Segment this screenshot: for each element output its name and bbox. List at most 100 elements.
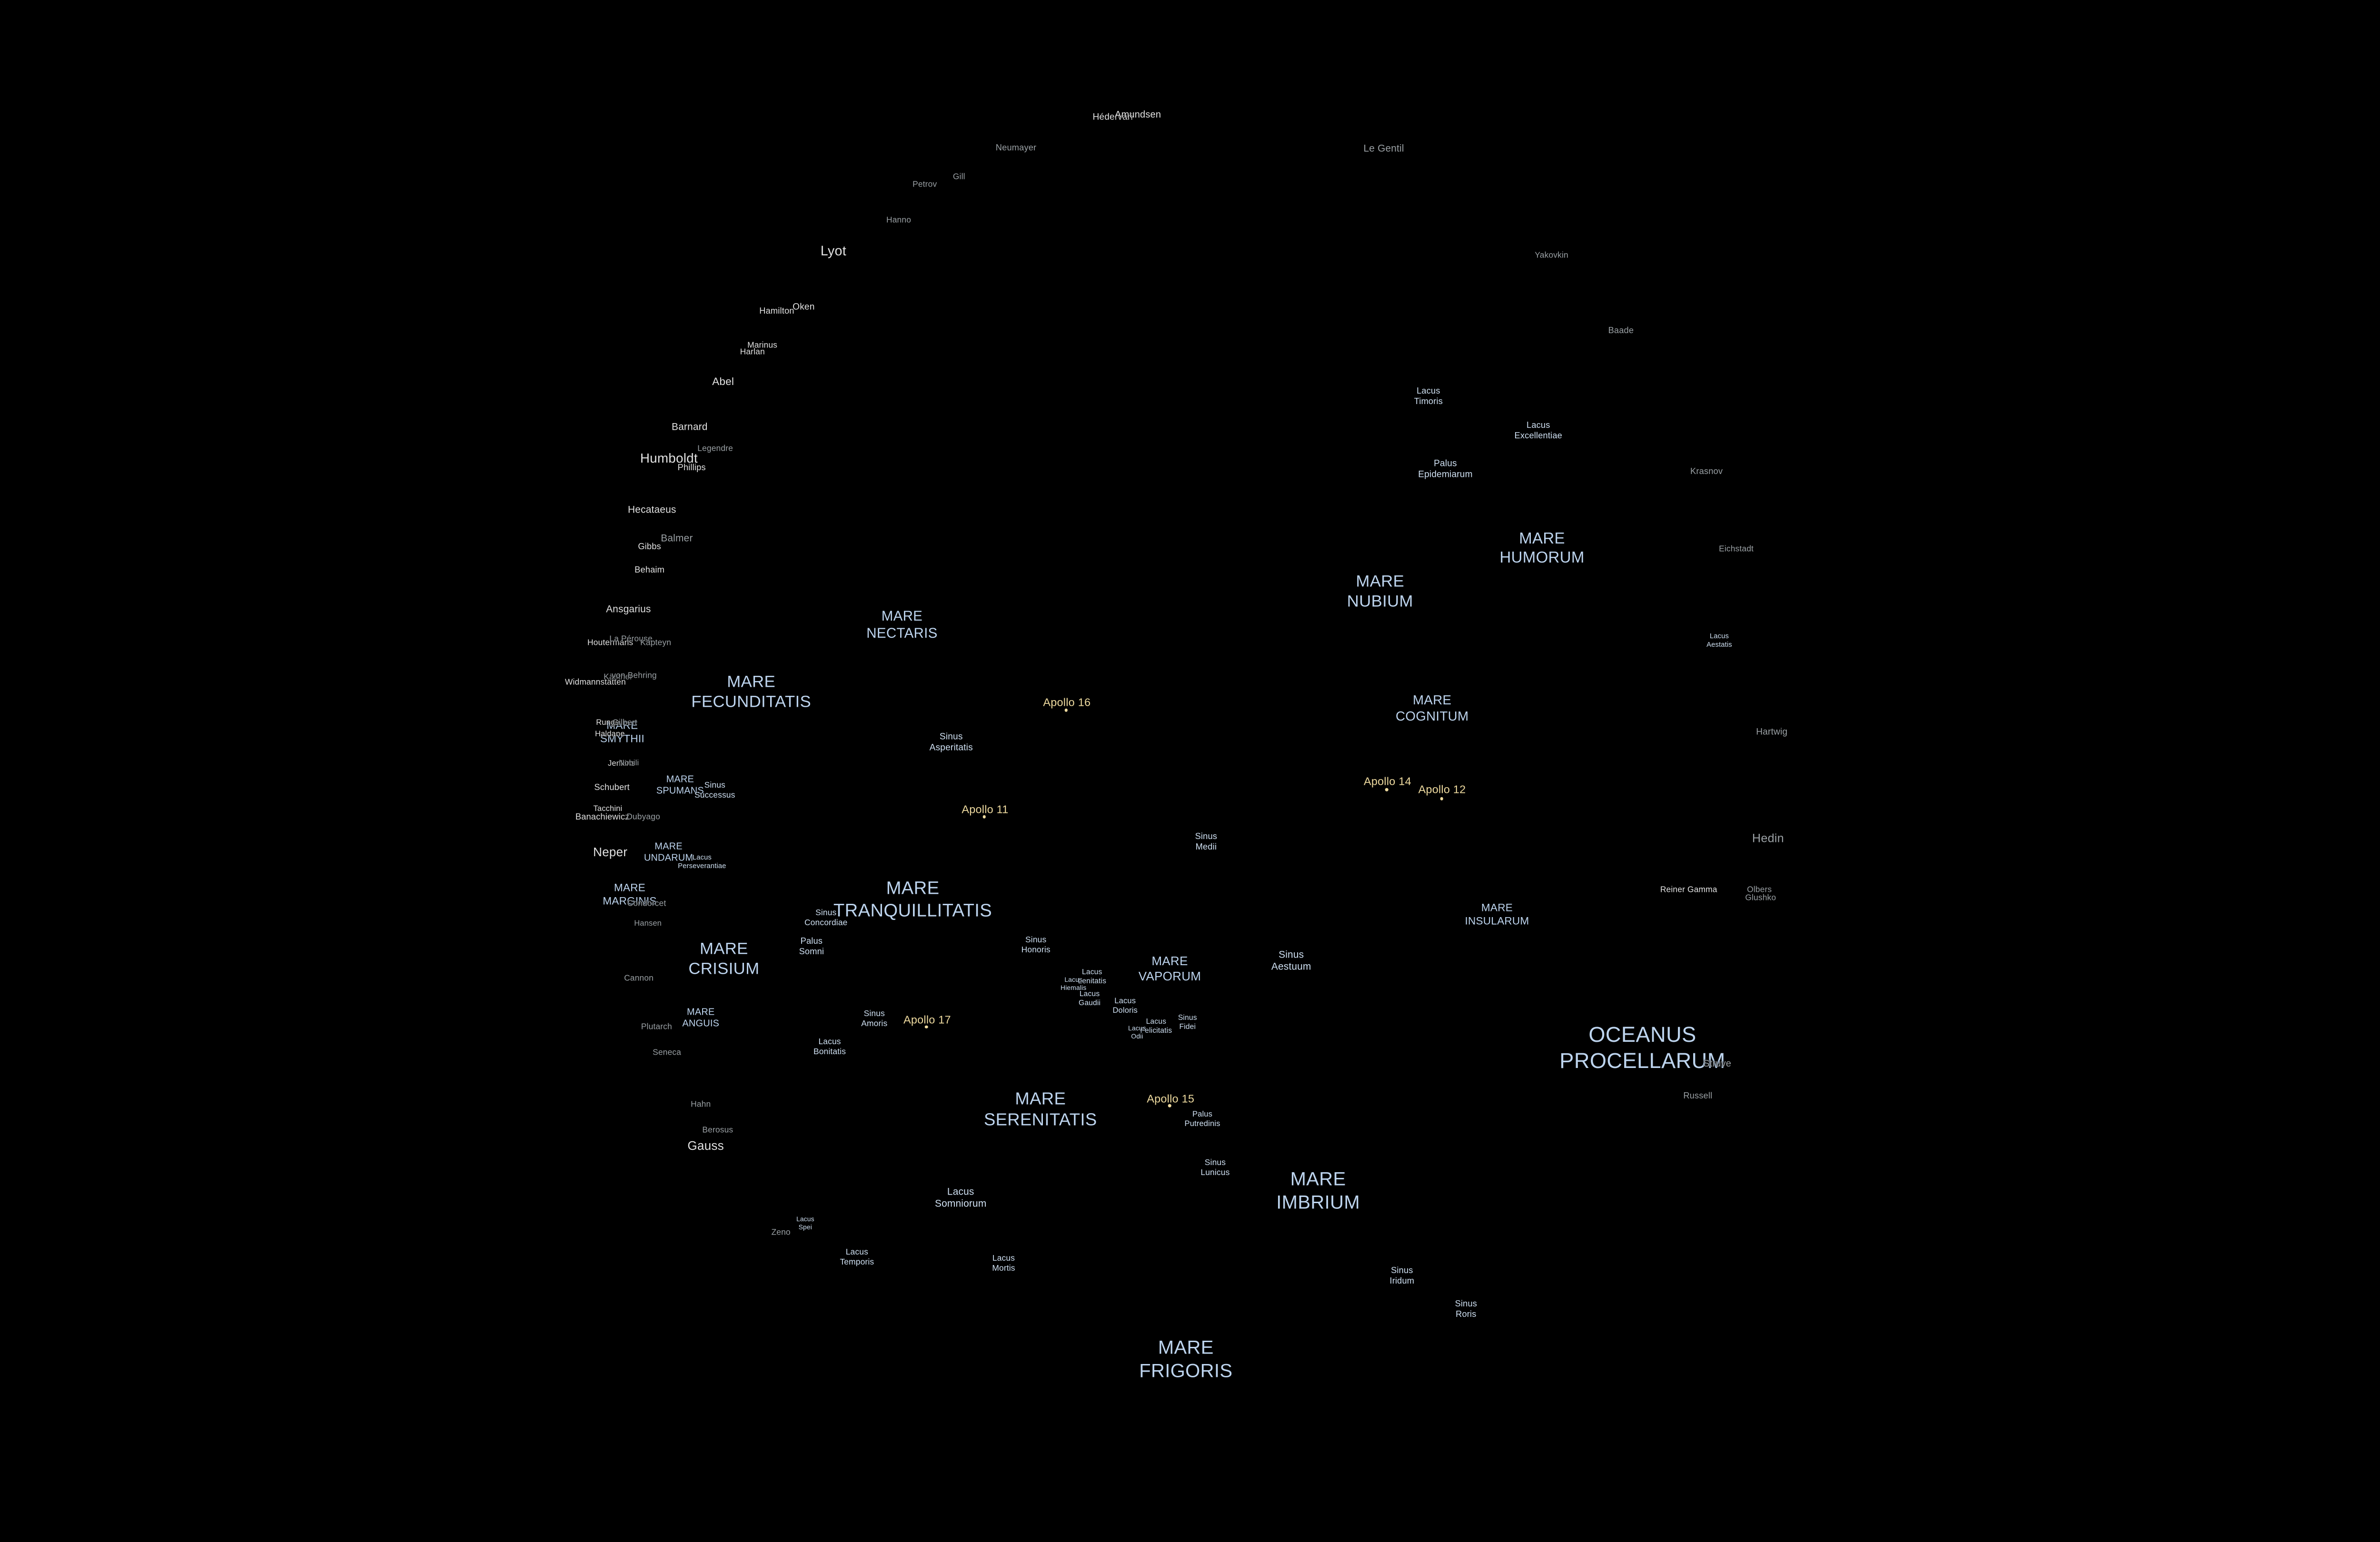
minor-feature-label: Lacus Perseverantiae <box>678 854 726 870</box>
mare-label: MARE ANGUIS <box>682 1007 720 1029</box>
minor-feature-label: Palus Putredinis <box>1184 1109 1220 1128</box>
crater-label: Hecataeus <box>628 504 676 515</box>
crater-label: Struve <box>1703 1058 1732 1069</box>
mare-label: MARE SPUMANS <box>656 774 704 796</box>
minor-feature-label: Sinus Asperitatis <box>929 731 973 753</box>
minor-feature-label: Lacus Lenitatis <box>1078 968 1107 985</box>
crater-label: Harlan <box>740 346 765 356</box>
crater-label: Marinus <box>747 340 778 350</box>
crater-label: Gibbs <box>638 541 661 551</box>
crater-label: Zeno <box>771 1227 791 1237</box>
crater-label: Baade <box>1608 325 1634 335</box>
crater-label: Seneca <box>653 1047 681 1057</box>
minor-feature-label: Lacus Mortis <box>992 1253 1015 1273</box>
crater-label: La Pérouse <box>609 633 653 643</box>
crater-label: Krasnov <box>1690 465 1723 476</box>
crater-label: Plutarch <box>641 1021 672 1031</box>
crater-label: Balmer <box>661 533 693 544</box>
crater-label: Lyot <box>820 243 846 259</box>
mare-label: MARE UNDARUM <box>644 841 694 863</box>
mare-label: MARE HUMORUM <box>1499 529 1585 566</box>
crater-label: Ansgarius <box>606 603 651 615</box>
apollo-site-marker <box>982 815 986 819</box>
apollo-site-label: Apollo 16 <box>1043 696 1091 709</box>
crater-label: Kästner <box>604 672 633 682</box>
minor-feature-label: Sinus Honoris <box>1021 934 1051 954</box>
minor-feature-label: Sinus Amoris <box>861 1008 888 1028</box>
crater-label: Hartwig <box>1756 727 1788 737</box>
crater-label: Le Gentil <box>1363 143 1404 154</box>
crater-label: Kapteyn <box>640 637 672 647</box>
mare-label: MARE NUBIUM <box>1347 572 1413 611</box>
crater-label: Tacchini <box>593 804 623 813</box>
minor-feature-label: Lacus Timoris <box>1414 385 1443 406</box>
crater-label: Humboldt <box>640 451 698 466</box>
minor-feature-label: Lacus Gaudii <box>1079 989 1101 1007</box>
crater-label: Legendre <box>697 443 733 453</box>
mare-label: MARE FECUNDITATIS <box>691 672 811 711</box>
mare-label: MARE NECTARIS <box>866 608 938 641</box>
crater-label: Gauss <box>687 1138 724 1153</box>
apollo-site-marker <box>1440 797 1443 801</box>
minor-feature-label: Lacus Temporis <box>840 1246 874 1266</box>
crater-label: Hedin <box>1752 831 1784 845</box>
crater-label: Gilbert <box>612 717 637 727</box>
apollo-site-label: Apollo 14 <box>1364 775 1411 788</box>
crater-label: Jenkins <box>608 759 635 768</box>
crater-label: Schubert <box>594 781 630 792</box>
apollo-site-marker <box>1385 788 1388 791</box>
crater-label: Cannon <box>624 973 654 983</box>
mare-label: MARE SERENITATIS <box>983 1088 1097 1129</box>
crater-label: Runge <box>596 718 620 727</box>
minor-feature-label: Lacus Hiemalis <box>1061 976 1087 991</box>
crater-label: Yakovkin <box>1535 250 1568 260</box>
minor-feature-label: Palus Epidemiarum <box>1418 458 1473 480</box>
mare-label: MARE INSULARUM <box>1465 901 1529 927</box>
minor-feature-label: Lacus Spei <box>796 1215 814 1231</box>
crater-label: Hanno <box>886 215 912 225</box>
mare-label: MARE COGNITUM <box>1395 692 1469 723</box>
apollo-site-label: Apollo 12 <box>1418 783 1466 796</box>
apollo-site-marker <box>924 1025 928 1029</box>
minor-feature-label: Lacus Doloris <box>1112 996 1138 1015</box>
crater-label: Neumayer <box>995 142 1037 152</box>
crater-label: Eichstadt <box>1719 544 1754 554</box>
minor-feature-label: Sinus Lunicus <box>1200 1157 1230 1177</box>
mare-label: MARE MARGINIS <box>603 881 657 907</box>
minor-feature-label: Sinus Medii <box>1195 830 1218 851</box>
crater-label: Berosus <box>702 1125 734 1135</box>
crater-label: Phillips <box>677 462 706 472</box>
apollo-site-label: Apollo 17 <box>903 1013 951 1026</box>
crater-label: Haldane <box>595 729 625 738</box>
crater-label: Barnard <box>672 421 708 433</box>
crater-label: Glushko <box>1745 892 1776 902</box>
crater-label: Olbers <box>1747 884 1772 894</box>
crater-label: Behaim <box>635 564 665 574</box>
minor-feature-label: Sinus Iridum <box>1389 1265 1415 1285</box>
apollo-site-label: Apollo 11 <box>962 803 1009 816</box>
minor-feature-label: Sinus Roris <box>1455 1298 1478 1319</box>
crater-label: von Behring <box>612 670 657 680</box>
crater-label: Nobili <box>619 758 639 767</box>
minor-feature-label: Lacus Aestatis <box>1706 633 1732 649</box>
minor-feature-label: Lacus Excellentiae <box>1514 419 1562 440</box>
minor-feature-label: Palus Somni <box>799 935 824 956</box>
apollo-site-marker <box>1064 708 1068 712</box>
crater-label: Petrov <box>912 179 937 189</box>
crater-label: Abel <box>712 376 734 388</box>
mare-label: MARE CRISIUM <box>688 939 760 978</box>
minor-feature-label: Sinus Aestuum <box>1271 949 1311 972</box>
mare-label: MARE IMBRIUM <box>1276 1168 1360 1213</box>
mare-label: MARE SMYTHII <box>600 719 645 744</box>
crater-label: Hansen <box>634 919 662 928</box>
crater-label: Hamilton <box>759 305 794 316</box>
mare-label: OCEANUS PROCELLARUM <box>1559 1022 1726 1073</box>
mare-label: MARE FRIGORIS <box>1139 1337 1233 1381</box>
crater-label: Hahn <box>691 1099 711 1109</box>
crater-label: Condorcet <box>627 898 666 908</box>
crater-label: Reiner Gamma <box>1660 884 1717 894</box>
mare-label: MARE VAPORUM <box>1138 954 1201 983</box>
crater-label: Amundsen <box>1115 109 1161 120</box>
